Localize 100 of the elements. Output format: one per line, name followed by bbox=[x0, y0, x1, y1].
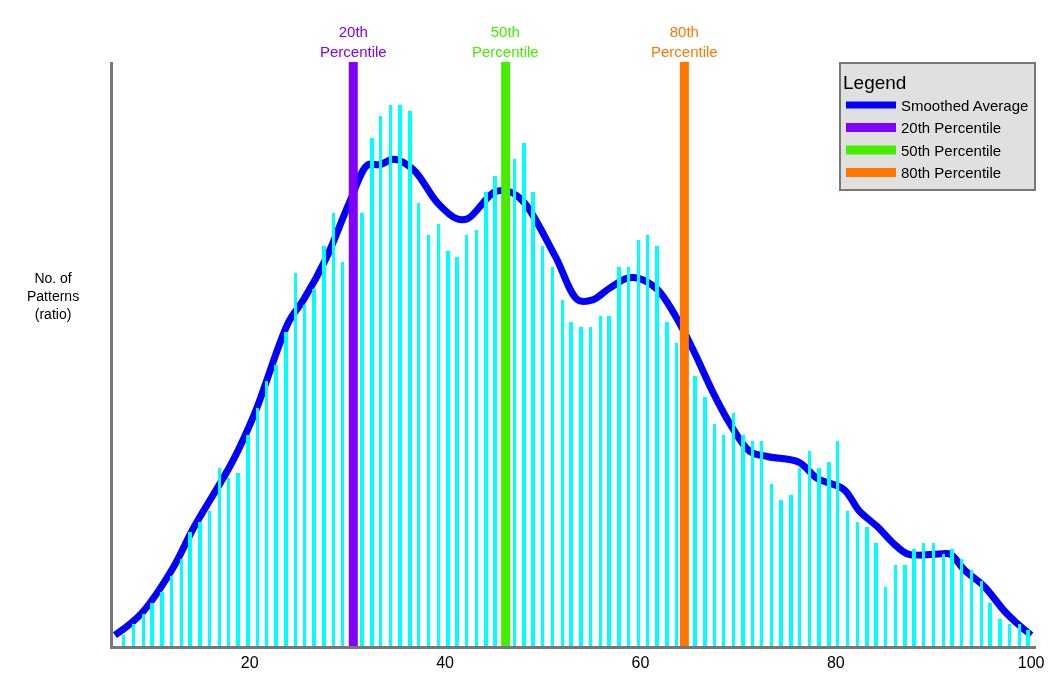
bar bbox=[903, 565, 907, 646]
bar bbox=[836, 441, 839, 646]
bar bbox=[256, 408, 259, 646]
bar bbox=[236, 473, 240, 646]
y-axis-title: No. of Patterns (ratio) bbox=[27, 270, 80, 323]
bar bbox=[132, 624, 135, 646]
bar bbox=[284, 332, 288, 646]
bar bbox=[589, 327, 592, 646]
bar bbox=[579, 327, 583, 646]
bar bbox=[646, 235, 649, 646]
bar bbox=[998, 619, 1002, 646]
bar bbox=[912, 549, 916, 646]
bar bbox=[617, 267, 621, 646]
bar bbox=[741, 435, 745, 646]
bar bbox=[970, 570, 973, 646]
bar bbox=[541, 246, 544, 646]
bar bbox=[960, 559, 963, 646]
legend-title: Legend bbox=[843, 71, 907, 93]
x-tick-label: 60 bbox=[631, 654, 650, 672]
bar bbox=[722, 435, 725, 646]
bar bbox=[427, 235, 430, 646]
bar bbox=[398, 105, 402, 646]
bar bbox=[180, 559, 183, 646]
x-tick-label: 100 bbox=[1017, 654, 1045, 672]
bar bbox=[988, 603, 992, 646]
bar bbox=[198, 522, 202, 646]
bar bbox=[703, 397, 707, 646]
bar bbox=[160, 592, 164, 646]
bar bbox=[950, 549, 954, 646]
bar bbox=[341, 262, 344, 646]
bar bbox=[522, 143, 526, 646]
bar bbox=[150, 603, 154, 646]
bar bbox=[874, 543, 878, 646]
bar bbox=[1018, 624, 1021, 646]
text: 50th Percentile bbox=[901, 141, 1002, 159]
bar bbox=[322, 246, 326, 646]
bar bbox=[142, 614, 145, 646]
bar bbox=[475, 230, 478, 646]
bar bbox=[798, 468, 801, 646]
bar bbox=[751, 441, 754, 646]
bar bbox=[856, 522, 859, 646]
bar bbox=[942, 554, 945, 646]
bar bbox=[465, 235, 468, 646]
bar bbox=[894, 565, 897, 646]
bar bbox=[312, 289, 316, 646]
bar bbox=[227, 478, 230, 646]
bar bbox=[218, 468, 221, 646]
bar bbox=[770, 484, 773, 646]
bar bbox=[170, 576, 173, 646]
bar bbox=[980, 581, 983, 646]
bar bbox=[607, 316, 611, 646]
bar bbox=[370, 138, 374, 646]
bar bbox=[493, 176, 497, 646]
bar bbox=[1008, 624, 1011, 646]
bar bbox=[389, 105, 392, 646]
bar bbox=[408, 111, 412, 646]
bar bbox=[513, 159, 516, 646]
bar bbox=[932, 543, 935, 646]
bar bbox=[551, 267, 554, 646]
bar bbox=[827, 462, 831, 646]
x-tick-label: 40 bbox=[436, 654, 455, 672]
bar bbox=[303, 305, 306, 646]
bar bbox=[846, 511, 849, 646]
bar bbox=[665, 322, 669, 646]
bar bbox=[760, 441, 763, 646]
bar bbox=[561, 300, 564, 646]
ref-line-label: 50th Percentile bbox=[472, 23, 539, 60]
bar bbox=[455, 257, 459, 646]
bar bbox=[246, 435, 250, 646]
bar bbox=[531, 192, 535, 646]
ref-line-label: 80th Percentile bbox=[651, 23, 718, 60]
bar bbox=[437, 224, 440, 646]
bar bbox=[693, 376, 697, 646]
bar bbox=[294, 273, 297, 646]
bar bbox=[265, 381, 268, 646]
bar bbox=[627, 267, 630, 646]
text: 20th Percentile bbox=[901, 119, 1002, 137]
bar bbox=[274, 365, 278, 646]
ref-line-label: 20th Percentile bbox=[320, 23, 387, 60]
x-tick-label: 80 bbox=[826, 654, 845, 672]
bar bbox=[446, 251, 450, 646]
legend-label: Smoothed Average bbox=[901, 96, 1029, 114]
bar bbox=[789, 495, 793, 646]
bar bbox=[484, 192, 488, 646]
bar bbox=[817, 468, 821, 646]
bar bbox=[599, 316, 602, 646]
bar bbox=[417, 203, 420, 646]
bar bbox=[188, 532, 192, 646]
bar bbox=[865, 527, 869, 646]
bar bbox=[332, 213, 335, 646]
bar bbox=[208, 511, 211, 646]
bar bbox=[569, 322, 573, 646]
bar bbox=[713, 424, 716, 646]
x-tick-label: 20 bbox=[240, 654, 259, 672]
bar bbox=[1026, 630, 1030, 646]
text: 80th Percentile bbox=[901, 164, 1002, 182]
bar bbox=[779, 500, 783, 646]
bar bbox=[922, 543, 925, 646]
bar bbox=[675, 343, 678, 646]
bar bbox=[122, 635, 125, 646]
